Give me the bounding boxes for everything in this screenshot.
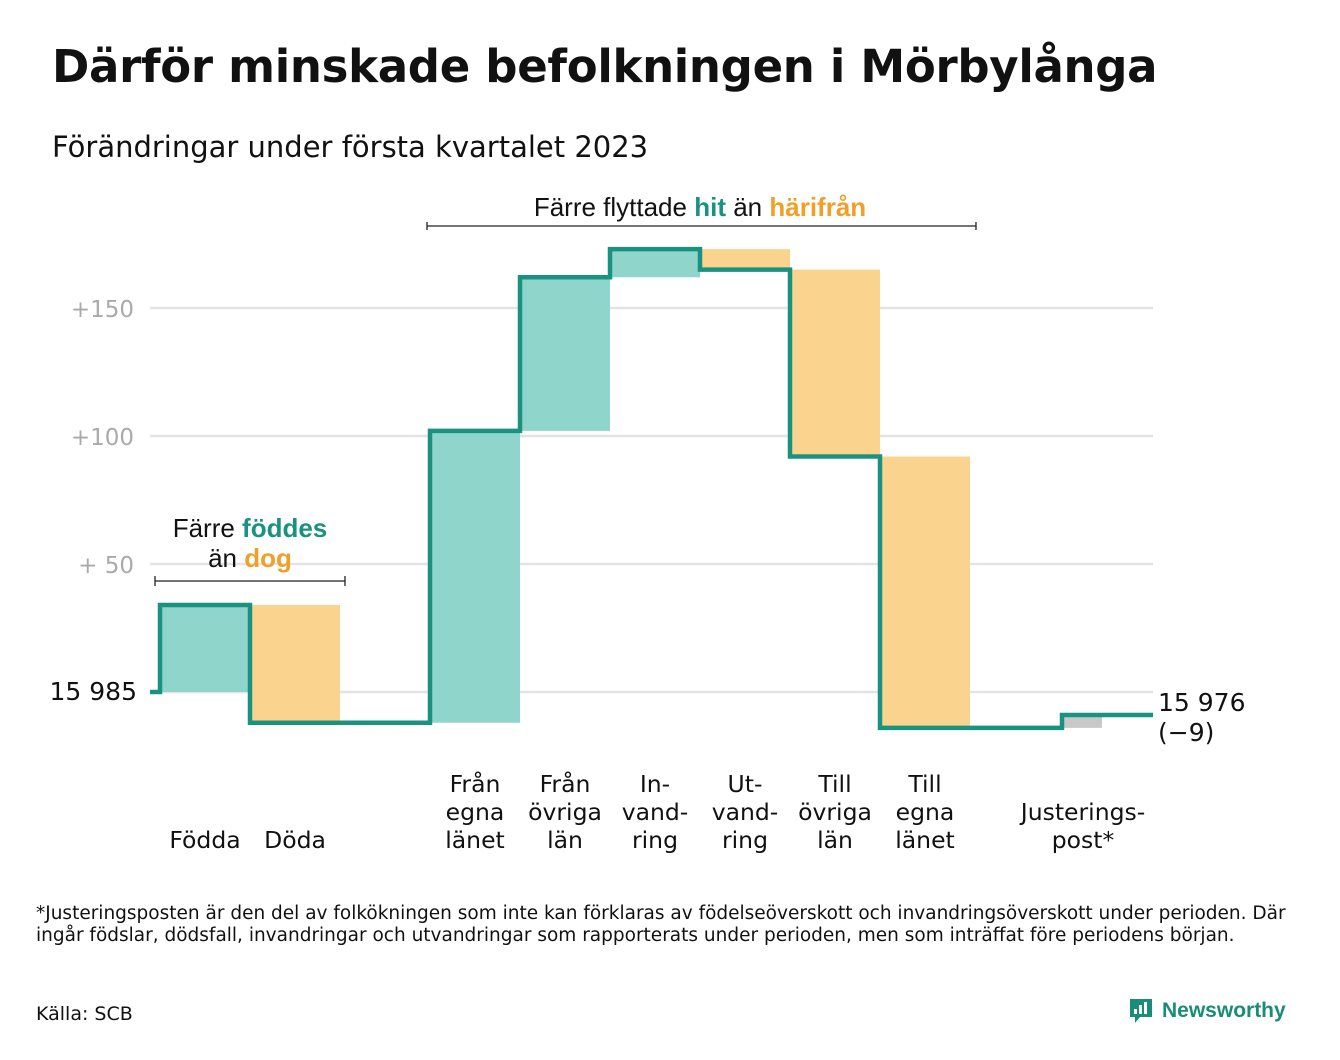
- category-label: Döda: [264, 826, 326, 854]
- bar-5: [700, 249, 790, 270]
- step-line: [150, 246, 1153, 731]
- bar-1: [250, 604, 340, 723]
- y-tick-label: + 50: [78, 553, 134, 579]
- migration-annotation: Färre flyttade hit än härifrån: [534, 192, 866, 222]
- end-change-label: (−9): [1158, 718, 1214, 747]
- chart-title: Därför minskade befolkningen i Mörbylång…: [52, 40, 1158, 93]
- waterfall-chart: + 50 +100 +150 Födda Döda Från egna länet Från öv…: [50, 192, 1246, 854]
- bar-7: [880, 456, 970, 728]
- start-value-label: 15 985: [50, 677, 137, 706]
- y-tick-label: +150: [71, 297, 134, 323]
- category-label: Justerings-post*: [1019, 798, 1145, 854]
- bar-6: [790, 269, 880, 457]
- births-bracket: [154, 576, 346, 586]
- bar-0: [160, 604, 250, 692]
- bar-8: [1064, 715, 1102, 728]
- births-annotation-line2: än dog: [208, 543, 292, 573]
- category-label: Till övriga län: [798, 770, 872, 854]
- chart-subtitle: Förändringar under första kvartalet 2023: [52, 130, 649, 164]
- source-label: Källa: SCB: [36, 1003, 133, 1025]
- newsworthy-icon: [1130, 999, 1152, 1023]
- bar-4: [610, 249, 700, 278]
- newsworthy-logo: Newsworthy: [1128, 997, 1286, 1025]
- category-label: Från övriga län: [528, 770, 602, 854]
- footnote: *Justeringsposten är den del av folkökni…: [36, 903, 1286, 947]
- category-label: Ut-vand-ring: [712, 770, 779, 854]
- category-label: In-vand-ring: [622, 770, 689, 854]
- brand-name: Newsworthy: [1162, 999, 1286, 1022]
- migration-bracket: [426, 222, 977, 230]
- births-annotation-line1: Färre föddes: [173, 513, 328, 543]
- category-label: Födda: [169, 826, 240, 854]
- end-value-label: 15 976: [1158, 688, 1245, 717]
- y-tick-label: +100: [71, 425, 134, 451]
- bar-3: [520, 277, 610, 431]
- bar-2: [430, 430, 520, 723]
- category-label: Till egna länet: [895, 770, 955, 854]
- category-label: Från egna länet: [445, 770, 505, 854]
